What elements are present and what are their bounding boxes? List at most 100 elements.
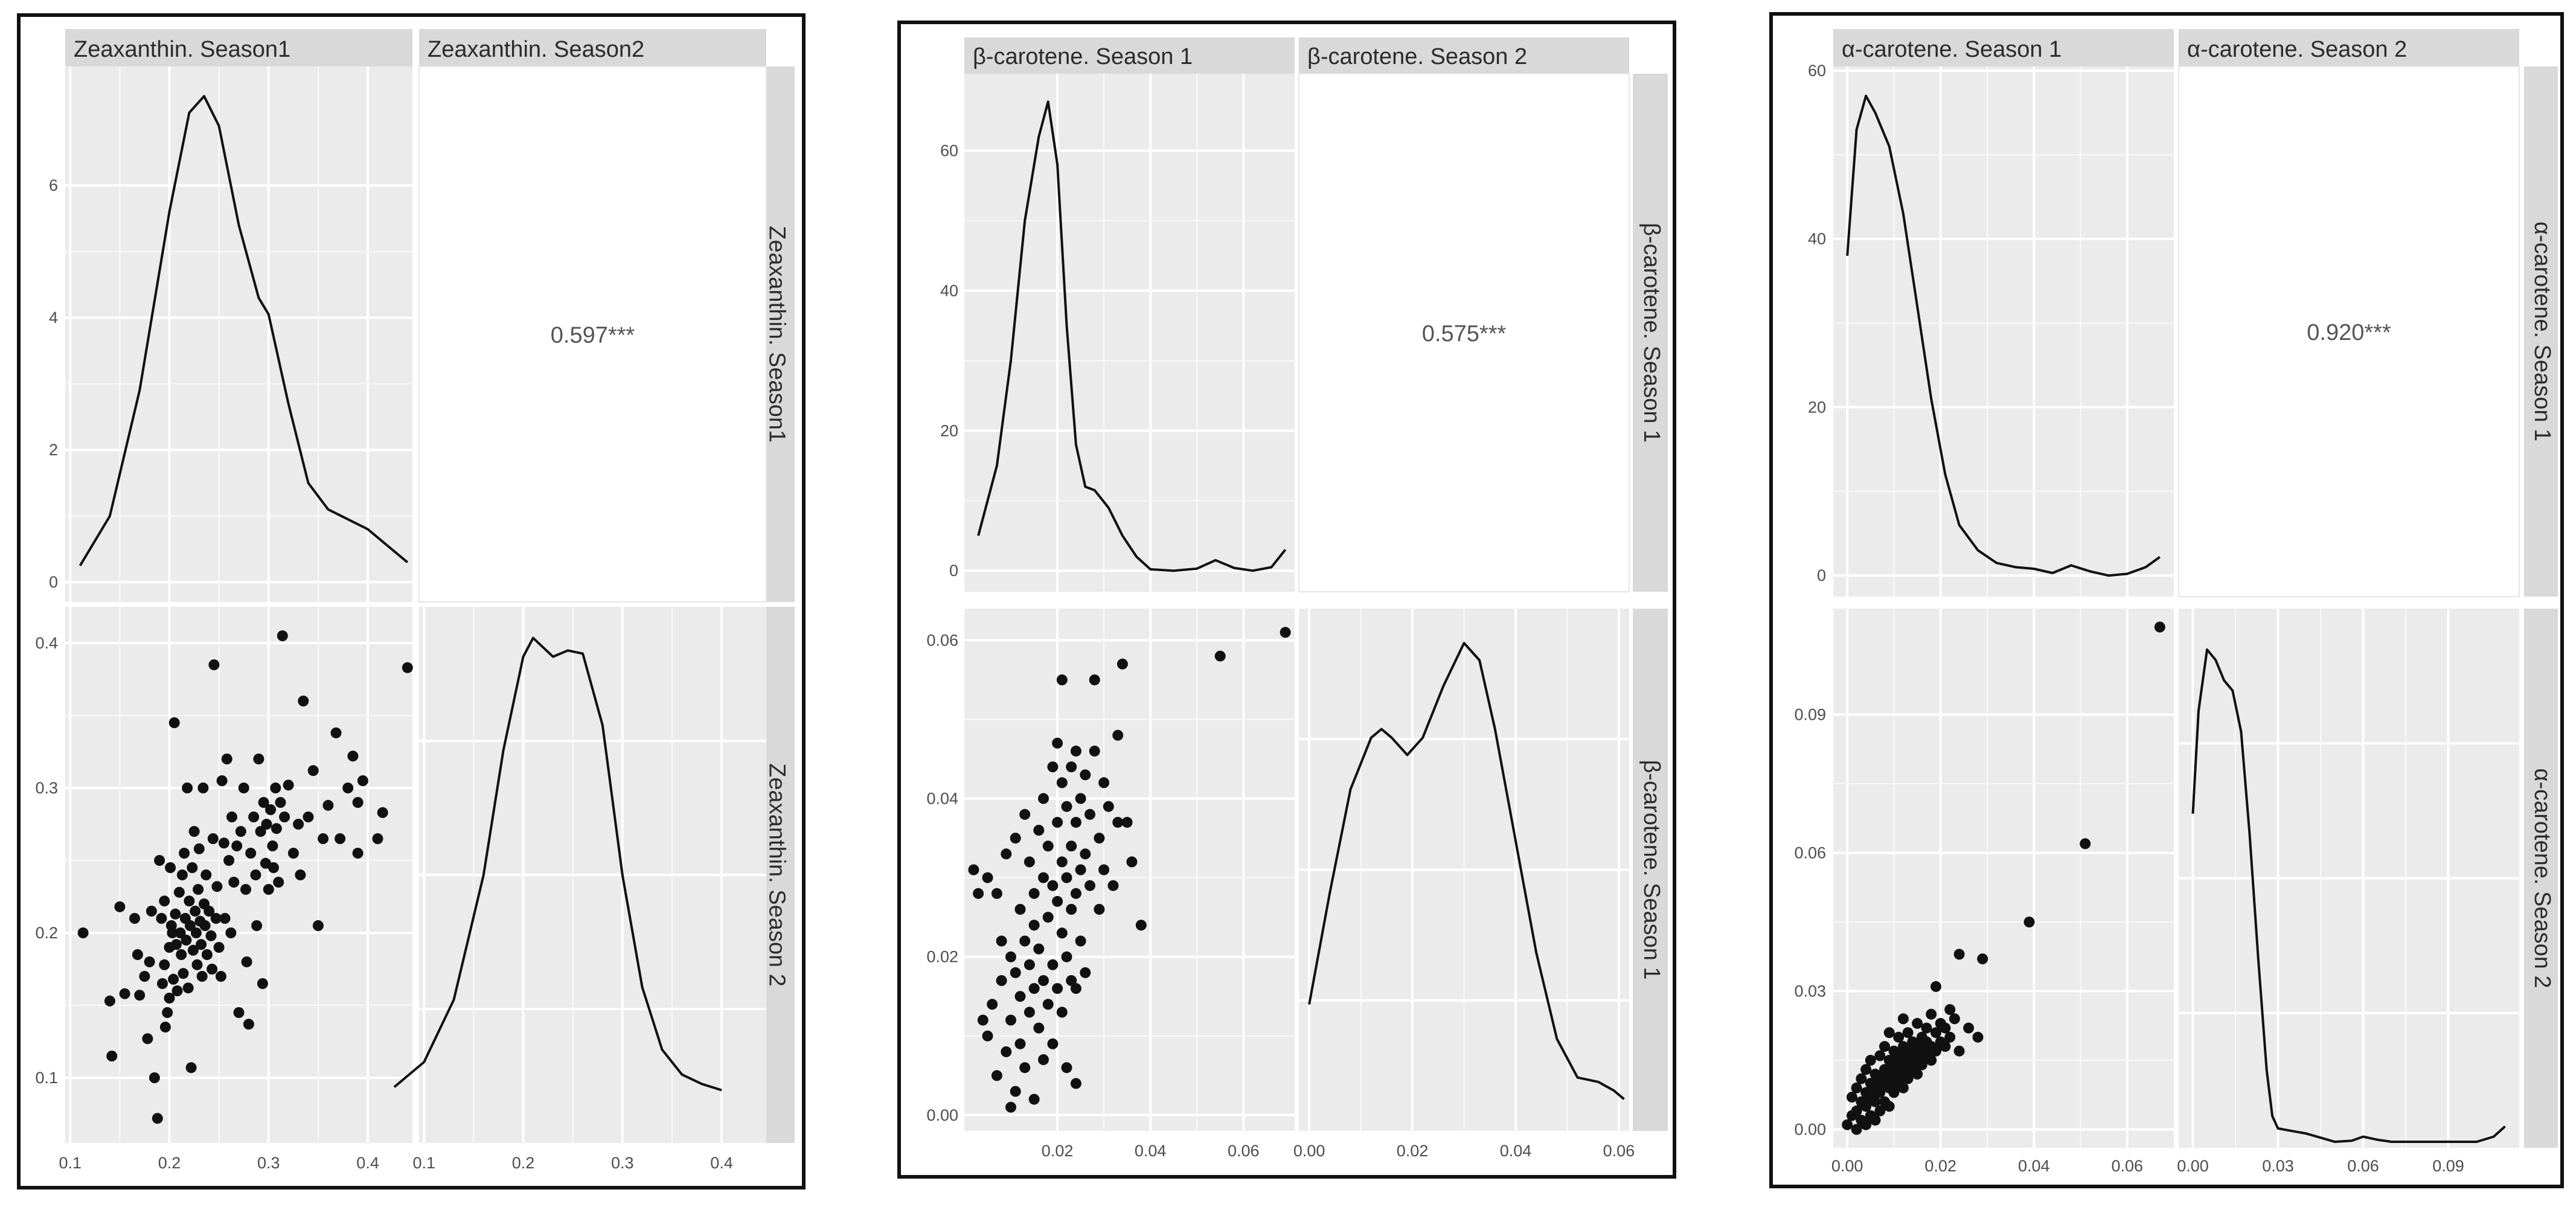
scatter-point [207, 964, 218, 975]
scatter-point [243, 1019, 254, 1030]
scatter-point [1860, 1101, 1872, 1112]
scatter-point [199, 920, 211, 931]
scatter-point [104, 995, 115, 1007]
scatter-point [307, 765, 319, 776]
scatter-point [171, 985, 183, 996]
scatter-point [1033, 1022, 1045, 1034]
scatter-point [347, 751, 359, 762]
x-tick-label: 0.4 [356, 1154, 379, 1172]
y-tick-label-density: 0 [949, 562, 958, 580]
scatter-point [187, 944, 199, 956]
x-tick-label: 0.04 [1500, 1142, 1532, 1160]
scatter-point [1075, 864, 1086, 876]
scatter-point [1930, 981, 1941, 992]
scatter-point [1883, 1101, 1895, 1112]
scatter-point [250, 869, 261, 880]
scatter-point [318, 833, 329, 844]
scatter-point [1033, 825, 1045, 836]
scatter-point [1089, 674, 1100, 685]
scatter-point [235, 826, 246, 837]
scatter-point [1042, 840, 1054, 852]
scatter-point [1949, 1013, 1960, 1025]
x-tick-label: 0.02 [1397, 1142, 1429, 1160]
scatter-point [1860, 1064, 1872, 1075]
scatter-point [188, 826, 200, 837]
y-tick-label-scatter: 0.00 [926, 1106, 958, 1124]
scatter-point [1972, 1031, 1984, 1043]
scatter-point [190, 927, 202, 938]
scatter-point [119, 988, 130, 999]
scatter-point [1921, 1022, 1932, 1034]
top-strip-label: β-carotene. Season 2 [1307, 44, 1527, 69]
scatter-point [1897, 1082, 1909, 1093]
scatter-point [1070, 983, 1081, 994]
scatter-point [167, 927, 178, 938]
scatter-point [1112, 729, 1124, 741]
scatter-point [1874, 1087, 1886, 1098]
scatter-point [1094, 833, 1105, 844]
scatter-point [1940, 1022, 1951, 1034]
scatter-point [968, 864, 979, 876]
scatter-point [1874, 1050, 1886, 1061]
scatter-matrix-0: Zeaxanthin. Season1 Zeaxanthin. Season2 Ze… [35, 29, 795, 1172]
scatter-point [1024, 959, 1035, 970]
y-tick-label-density: 0 [1817, 566, 1826, 584]
scatter-point [335, 833, 346, 844]
y-tick-label-scatter: 0.2 [35, 924, 58, 942]
x-tick-label: 0.06 [2111, 1157, 2143, 1175]
scatter-point [283, 780, 294, 791]
density-curve-season2 [1308, 642, 1625, 1100]
top-strip-label: α-carotene. Season 1 [1842, 37, 2062, 62]
scatter-point [176, 949, 187, 960]
scatter-point [253, 754, 264, 764]
scatter-point [1280, 627, 1291, 638]
scatter-point [1103, 801, 1114, 812]
scatter-point [173, 886, 185, 898]
scatter-point [377, 807, 388, 818]
scatter-point [210, 913, 222, 924]
scatter-point [1061, 951, 1072, 962]
scatter-point [270, 783, 281, 793]
scatter-point [114, 901, 126, 912]
scatter-point [144, 956, 155, 967]
scatter-panel [65, 607, 412, 1143]
right-strip-label: Zeaxanthin. Season1 [764, 226, 789, 443]
scatter-point [352, 797, 364, 808]
scatter-point [164, 993, 175, 1004]
scatter-point [1038, 1054, 1049, 1065]
scatter-point [1926, 1008, 1937, 1020]
density-panel-season1 [1833, 66, 2174, 597]
scatter-point [257, 978, 268, 989]
scatter-point [330, 727, 342, 738]
scatter-point [1888, 1087, 1900, 1098]
scatter-point [1902, 1027, 1914, 1039]
scatter-point [1056, 856, 1068, 868]
scatter-point [1874, 1105, 1886, 1116]
right-strip [1633, 74, 1668, 592]
scatter-point [1005, 1014, 1016, 1026]
scatter-point [200, 869, 212, 880]
scatter-point [1912, 1017, 1923, 1029]
scatter-point [1926, 1055, 1937, 1066]
correlation-value: 0.920*** [2307, 320, 2391, 345]
scatter-point [1042, 999, 1054, 1010]
scatter-point [322, 799, 334, 811]
right-strip-label: α-carotene. Season 2 [2530, 768, 2555, 988]
top-strip [419, 29, 766, 66]
density-panel-season1 [65, 66, 412, 602]
x-tick-label: 0.06 [1228, 1142, 1260, 1160]
x-tick-label: 0.3 [257, 1154, 280, 1172]
scatter-point [152, 1113, 163, 1124]
scatter-point [1019, 935, 1031, 947]
scatter-point [312, 920, 324, 931]
scatter-point [251, 920, 263, 931]
scatter-point [1944, 1004, 1956, 1015]
right-strip [1633, 609, 1668, 1131]
scatter-point [1085, 808, 1095, 820]
top-strip [1833, 29, 2174, 66]
scatter-point [1019, 1062, 1031, 1074]
scatter-point [273, 877, 284, 888]
scatter-point [176, 869, 188, 880]
y-tick-label-density: 4 [49, 309, 58, 327]
